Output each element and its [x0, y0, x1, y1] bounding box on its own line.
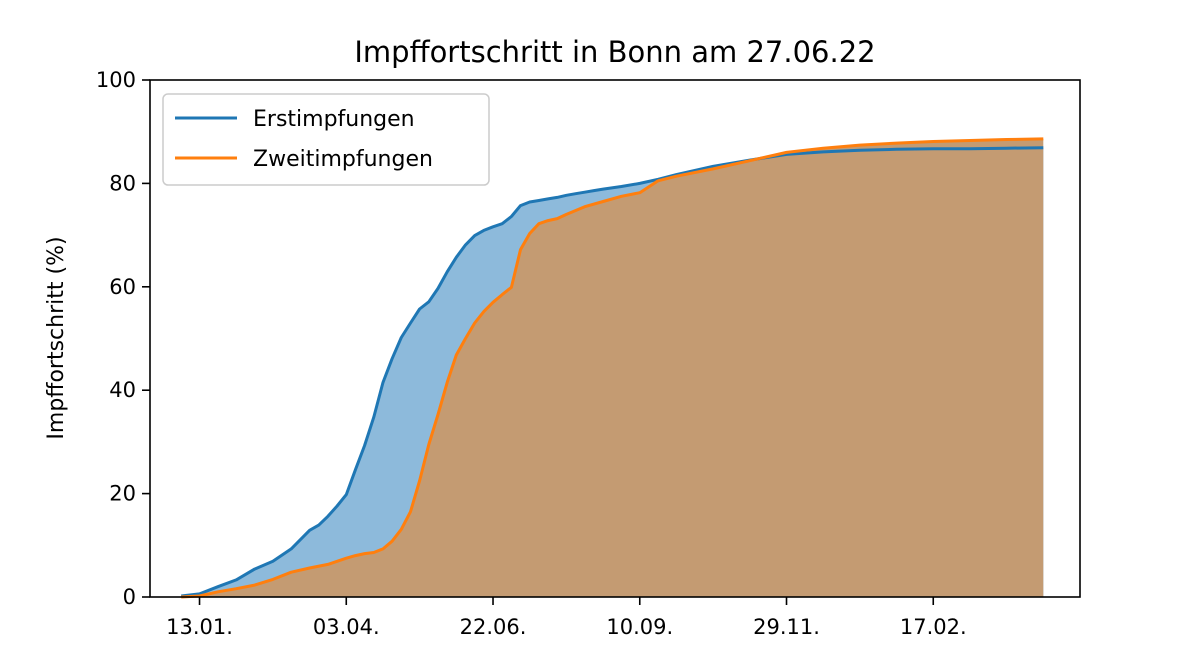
y-tick-label: 100 [96, 68, 136, 92]
legend-box [162, 93, 490, 186]
x-tick-label: 17.02. [900, 615, 967, 639]
legend: Erstimpfungen Zweitimpfungen [162, 93, 490, 186]
legend-label-zweitimpfungen: Zweitimpfungen [253, 147, 433, 172]
area-fills [181, 138, 1044, 597]
y-tick-label: 40 [109, 378, 136, 402]
x-axis: 13.01. 03.04. 22.06. 10.09. 29.11. 17.02. [166, 597, 967, 639]
y-tick-label: 80 [109, 171, 136, 195]
y-axis: 0 20 40 60 80 100 [96, 68, 150, 609]
y-axis-label: Impffortschritt (%) [44, 236, 69, 439]
chart-title: Impffortschritt in Bonn am 27.06.22 [354, 35, 875, 69]
y-tick-label: 60 [109, 275, 136, 299]
legend-label-erstimpfungen: Erstimpfungen [253, 107, 415, 132]
series-line-zweitimpfungen [181, 137, 1044, 599]
y-tick-label: 20 [109, 482, 136, 506]
x-tick-label: 29.11. [753, 615, 820, 639]
y-tick-label: 0 [123, 585, 136, 609]
x-tick-label: 22.06. [460, 615, 527, 639]
x-tick-label: 03.04. [313, 615, 380, 639]
x-tick-label: 10.09. [606, 615, 673, 639]
x-tick-label: 13.01. [166, 615, 233, 639]
plot-frame [149, 79, 1081, 598]
series-line-erstimpfungen [181, 146, 1044, 598]
area-fill-zweitimpfungen [181, 138, 1044, 597]
series-lines [181, 137, 1044, 599]
